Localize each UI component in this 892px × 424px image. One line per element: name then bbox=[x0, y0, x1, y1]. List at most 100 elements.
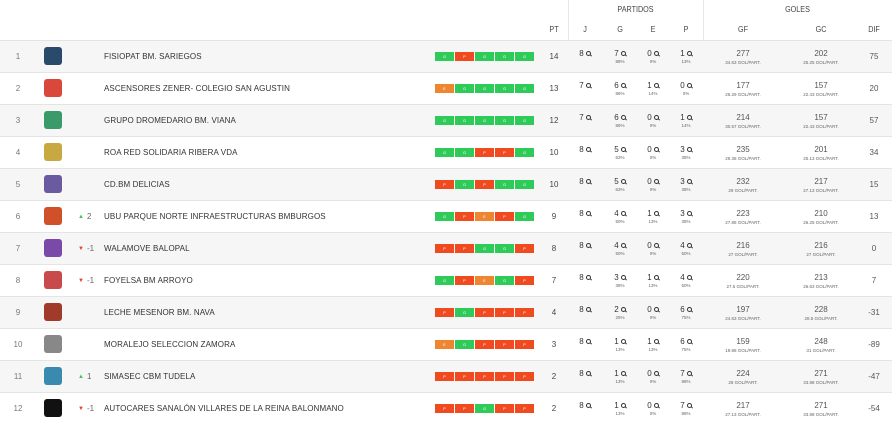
form-badge[interactable]: G bbox=[515, 84, 534, 93]
form-badge[interactable]: G bbox=[475, 244, 494, 253]
team-logo-icon[interactable] bbox=[44, 399, 62, 417]
team-logo-icon[interactable] bbox=[44, 335, 62, 353]
form-badge[interactable]: P bbox=[435, 244, 454, 253]
form-badge[interactable]: G bbox=[435, 116, 454, 125]
form-badge[interactable]: G bbox=[495, 276, 514, 285]
search-icon[interactable] bbox=[686, 51, 692, 56]
form-badge[interactable]: P bbox=[475, 308, 494, 317]
team-name[interactable]: WALAMOVE BALOPAL bbox=[104, 244, 190, 253]
search-icon[interactable] bbox=[585, 179, 591, 184]
form-badge[interactable]: G bbox=[495, 52, 514, 61]
search-icon[interactable] bbox=[620, 403, 626, 408]
form-badge[interactable]: G bbox=[435, 212, 454, 221]
won[interactable]: 3 38% bbox=[614, 273, 626, 288]
search-icon[interactable] bbox=[585, 147, 591, 152]
team-name[interactable]: AUTOCARES SANALÓN VILLARES DE LA REINA B… bbox=[104, 404, 344, 413]
form-badge[interactable]: G bbox=[515, 116, 534, 125]
form-badge[interactable]: P bbox=[495, 372, 514, 381]
search-icon[interactable] bbox=[653, 403, 659, 408]
drawn[interactable]: 1 13% bbox=[647, 209, 659, 224]
team-logo-icon[interactable] bbox=[44, 111, 62, 129]
played[interactable]: 8 bbox=[570, 329, 600, 360]
search-icon[interactable] bbox=[653, 243, 659, 248]
search-icon[interactable] bbox=[585, 339, 591, 344]
team-logo-icon[interactable] bbox=[44, 303, 62, 321]
search-icon[interactable] bbox=[653, 51, 659, 56]
team-logo-icon[interactable] bbox=[44, 47, 62, 65]
lost[interactable]: 1 13% bbox=[680, 49, 692, 64]
form-badge[interactable]: G bbox=[455, 148, 474, 157]
lost[interactable]: 4 50% bbox=[680, 273, 692, 288]
team-name[interactable]: FISIOPAT BM. SARIEGOS bbox=[104, 52, 202, 61]
won[interactable]: 6 86% bbox=[614, 81, 626, 96]
form-badge[interactable]: G bbox=[455, 180, 474, 189]
form-badge[interactable]: P bbox=[455, 276, 474, 285]
search-icon[interactable] bbox=[653, 339, 659, 344]
won[interactable]: 5 63% bbox=[614, 177, 626, 192]
drawn[interactable]: 0 0% bbox=[638, 169, 668, 200]
search-icon[interactable] bbox=[585, 115, 591, 120]
search-icon[interactable] bbox=[620, 147, 626, 152]
team-name[interactable]: LECHE MESENOR BM. NAVA bbox=[104, 308, 215, 317]
form-badge[interactable]: G bbox=[475, 116, 494, 125]
header-e[interactable]: E bbox=[650, 25, 656, 34]
lost[interactable]: 6 75% bbox=[680, 337, 692, 352]
search-icon[interactable] bbox=[620, 307, 626, 312]
team-name[interactable]: ROA RED SOLIDARIA RIBERA VDA bbox=[104, 148, 238, 157]
search-icon[interactable] bbox=[585, 371, 591, 376]
table-row[interactable]: 2 ASCENSORES ZENER- COLEGIO SAN AGUSTIN … bbox=[0, 72, 892, 104]
form-badge[interactable]: E bbox=[435, 340, 454, 349]
form-badge[interactable]: P bbox=[515, 308, 534, 317]
search-icon[interactable] bbox=[585, 275, 591, 280]
drawn[interactable]: 0 0% bbox=[638, 297, 668, 328]
won[interactable]: 4 50% bbox=[614, 241, 626, 256]
form-badge[interactable]: G bbox=[455, 84, 474, 93]
header-g[interactable]: G bbox=[617, 25, 623, 34]
search-icon[interactable] bbox=[653, 179, 659, 184]
won[interactable]: 1 13% bbox=[614, 337, 626, 352]
form-badge[interactable]: P bbox=[455, 404, 474, 413]
team-name[interactable]: FOYELSA BM ARROYO bbox=[104, 276, 193, 285]
team-name[interactable]: CD.BM DELICIAS bbox=[104, 180, 170, 189]
form-badge[interactable]: P bbox=[495, 308, 514, 317]
won[interactable]: 1 13% bbox=[614, 401, 626, 416]
search-icon[interactable] bbox=[686, 243, 692, 248]
played[interactable]: 8 bbox=[570, 169, 600, 200]
lost[interactable]: 7 88% bbox=[680, 401, 692, 416]
form-badge[interactable]: P bbox=[455, 244, 474, 253]
form-badge[interactable]: P bbox=[475, 180, 494, 189]
team-logo-icon[interactable] bbox=[44, 367, 62, 385]
form-badge[interactable]: P bbox=[515, 404, 534, 413]
search-icon[interactable] bbox=[653, 147, 659, 152]
search-icon[interactable] bbox=[620, 371, 626, 376]
played[interactable]: 8 bbox=[570, 265, 600, 296]
form-badge[interactable]: P bbox=[515, 372, 534, 381]
team-logo-icon[interactable] bbox=[44, 79, 62, 97]
search-icon[interactable] bbox=[620, 339, 626, 344]
form-badge[interactable]: P bbox=[475, 372, 494, 381]
form-badge[interactable]: P bbox=[495, 404, 514, 413]
search-icon[interactable] bbox=[653, 371, 659, 376]
search-icon[interactable] bbox=[620, 211, 626, 216]
search-icon[interactable] bbox=[620, 83, 626, 88]
form-badge[interactable]: P bbox=[455, 372, 474, 381]
form-badge[interactable]: G bbox=[495, 116, 514, 125]
won[interactable]: 1 13% bbox=[614, 369, 626, 384]
form-badge[interactable]: G bbox=[475, 404, 494, 413]
form-badge[interactable]: P bbox=[515, 276, 534, 285]
team-logo-icon[interactable] bbox=[44, 175, 62, 193]
header-gc[interactable]: GC bbox=[815, 25, 827, 34]
form-badge[interactable]: G bbox=[515, 148, 534, 157]
form-badge[interactable]: G bbox=[455, 116, 474, 125]
team-name[interactable]: UBU PARQUE NORTE INFRAESTRUCTURAS BMBURG… bbox=[104, 212, 326, 221]
form-badge[interactable]: G bbox=[455, 340, 474, 349]
search-icon[interactable] bbox=[686, 307, 692, 312]
search-icon[interactable] bbox=[686, 147, 692, 152]
lost[interactable]: 0 0% bbox=[671, 73, 701, 104]
drawn[interactable]: 1 13% bbox=[647, 273, 659, 288]
team-logo-icon[interactable] bbox=[44, 271, 62, 289]
form-badge[interactable]: P bbox=[435, 404, 454, 413]
search-icon[interactable] bbox=[686, 179, 692, 184]
